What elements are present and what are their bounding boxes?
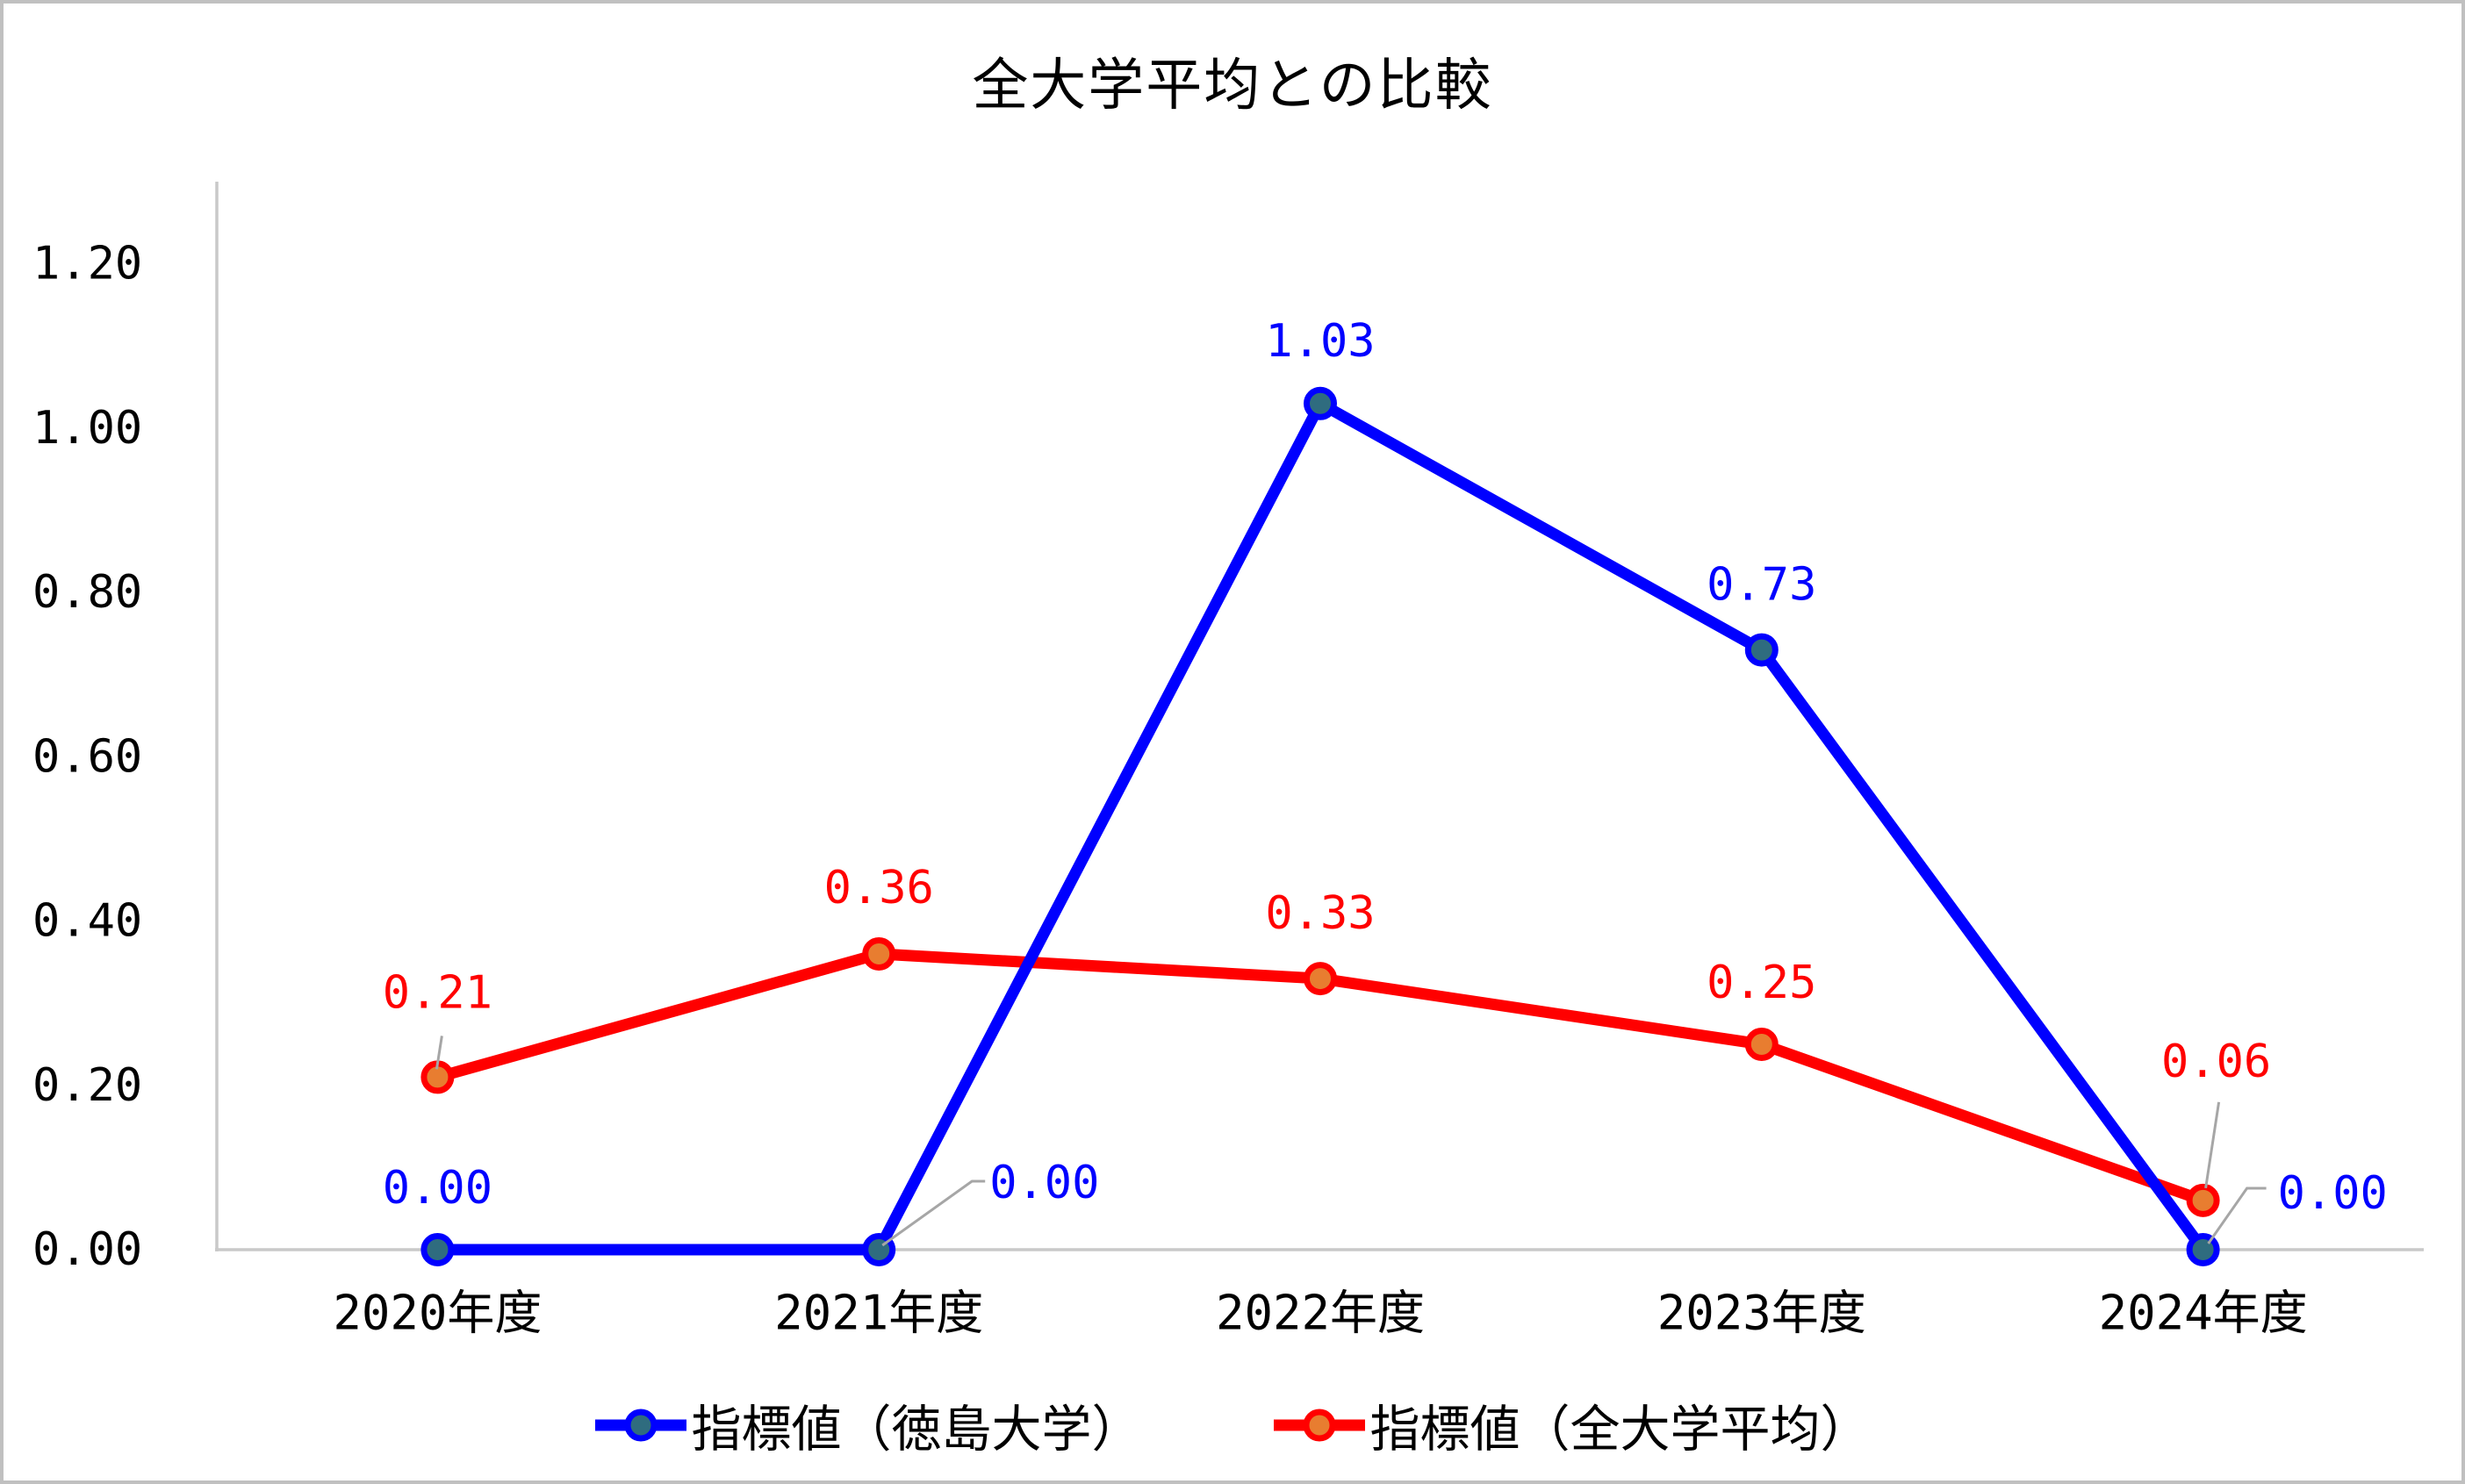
y-tick-label: 1.20 — [32, 238, 142, 290]
label-leader-line — [2204, 1101, 2221, 1189]
legend-label-average: 指標値（全大学平均） — [1369, 1401, 1871, 1459]
chart-title: 全大学平均との比較 — [972, 54, 1493, 118]
data-label: 0.33 — [1265, 887, 1375, 940]
y-tick-label: 1.00 — [32, 402, 142, 455]
data-point-marker — [862, 936, 896, 971]
legend-line-marker-tokushima-icon — [594, 1409, 686, 1442]
y-tick-label: 0.00 — [32, 1223, 142, 1276]
data-point-marker — [1304, 386, 1337, 420]
data-point-marker — [1304, 962, 1337, 996]
legend-item-tokushima: 指標値（徳島大学） — [594, 1389, 1142, 1461]
data-label: 0.00 — [989, 1157, 1099, 1209]
data-label: 0.00 — [383, 1162, 492, 1215]
data-label: 0.73 — [1707, 559, 1816, 612]
y-tick-label: 0.40 — [32, 895, 142, 948]
x-tick-label: 2024年度 — [2099, 1286, 2308, 1341]
data-point-marker — [1744, 633, 1779, 667]
x-tick-label: 2022年度 — [1216, 1286, 1425, 1341]
line-chart: 0.00 0.20 0.40 0.60 0.80 1.00 1.20 2020年度 2021年度… — [32, 182, 2424, 1341]
data-point-marker — [1744, 1027, 1779, 1061]
label-leader-line — [435, 1036, 443, 1070]
data-label: 0.36 — [824, 862, 934, 914]
data-label: 0.06 — [2161, 1036, 2271, 1088]
data-point-marker — [2186, 1233, 2220, 1266]
y-tick-label: 0.80 — [32, 566, 142, 619]
legend-label-tokushima: 指標値（徳島大学） — [691, 1401, 1142, 1459]
legend-item-average: 指標値（全大学平均） — [1273, 1389, 1871, 1461]
x-tick-label: 2021年度 — [774, 1286, 983, 1341]
data-point-marker — [420, 1233, 455, 1266]
data-label: 1.03 — [1265, 315, 1375, 368]
legend-line-marker-average-icon — [1273, 1409, 1365, 1442]
data-label: 0.00 — [2278, 1167, 2388, 1220]
y-tick-label: 0.60 — [32, 730, 142, 783]
x-tick-label: 2020年度 — [333, 1286, 542, 1341]
label-leader-line — [2207, 1186, 2267, 1244]
data-label: 0.21 — [383, 966, 492, 1019]
data-point-marker — [2186, 1183, 2220, 1217]
series-line-0 — [437, 398, 2208, 1256]
y-tick-label: 0.20 — [32, 1059, 142, 1112]
label-leader-line — [881, 1179, 986, 1247]
x-tick-label: 2023年度 — [1657, 1286, 1866, 1341]
data-label: 0.25 — [1707, 957, 1816, 1009]
legend: 指標値（徳島大学） 指標値（全大学平均） — [4, 1380, 2461, 1471]
